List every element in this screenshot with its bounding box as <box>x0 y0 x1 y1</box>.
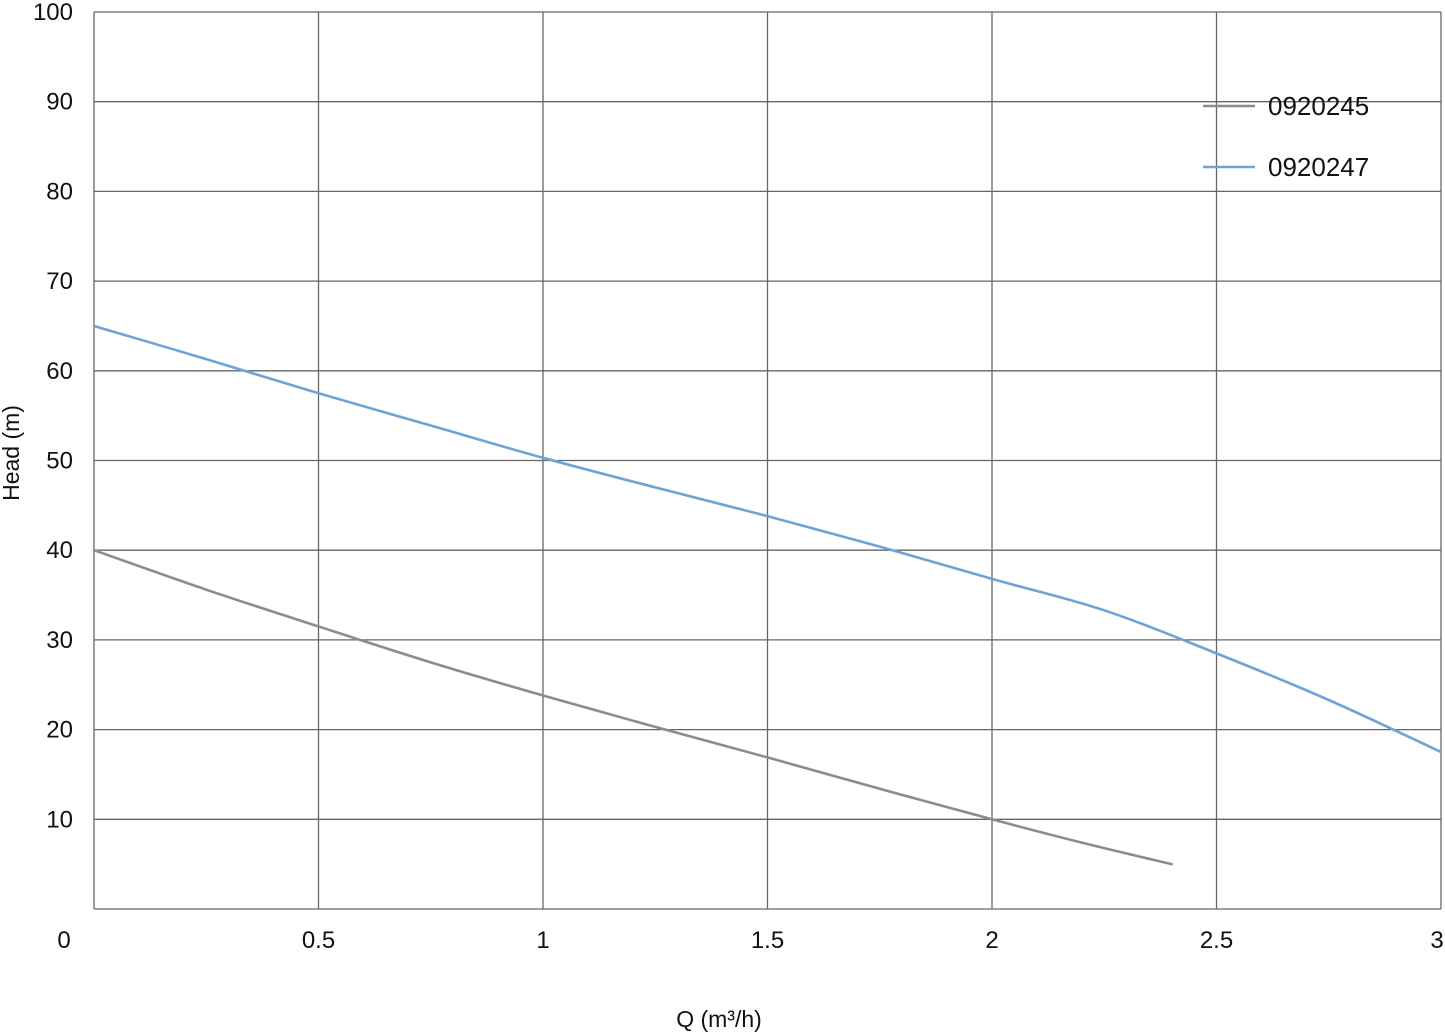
y-tick-label: 10 <box>46 806 73 833</box>
legend-label: 0920247 <box>1268 152 1369 182</box>
x-tick-label: 1 <box>536 927 549 954</box>
x-tick-label: 1.5 <box>751 927 784 954</box>
y-tick-label: 40 <box>46 537 73 564</box>
y-tick-labels: 10 20 30 40 50 60 70 80 90 100 <box>33 0 73 833</box>
legend-label: 0920245 <box>1268 91 1369 121</box>
x-tick-label: 0 <box>57 927 70 954</box>
x-tick-label: 3 <box>1430 927 1443 954</box>
x-tick-label: 2 <box>985 927 998 954</box>
y-tick-label: 90 <box>46 89 73 116</box>
series-line-0920247 <box>92 324 1443 754</box>
legend: 0920245 0920247 <box>1203 91 1369 182</box>
series-lines <box>92 324 1443 866</box>
x-axis-label: Q (m³/h) <box>676 1006 762 1032</box>
y-tick-label: 60 <box>46 358 73 385</box>
y-tick-label: 80 <box>46 178 73 205</box>
y-axis-label: Head (m) <box>0 405 24 501</box>
y-tick-label: 30 <box>46 627 73 654</box>
x-tick-label: 2.5 <box>1200 927 1233 954</box>
y-tick-label: 20 <box>46 717 73 744</box>
series-line-0920245 <box>92 548 1173 866</box>
x-tick-labels: 0 0.5 1 1.5 2 2.5 3 <box>57 927 1443 954</box>
y-tick-label: 50 <box>46 448 73 475</box>
x-tick-label: 0.5 <box>302 927 335 954</box>
y-tick-label: 100 <box>33 0 73 26</box>
y-tick-label: 70 <box>46 268 73 295</box>
grid <box>93 11 1442 910</box>
